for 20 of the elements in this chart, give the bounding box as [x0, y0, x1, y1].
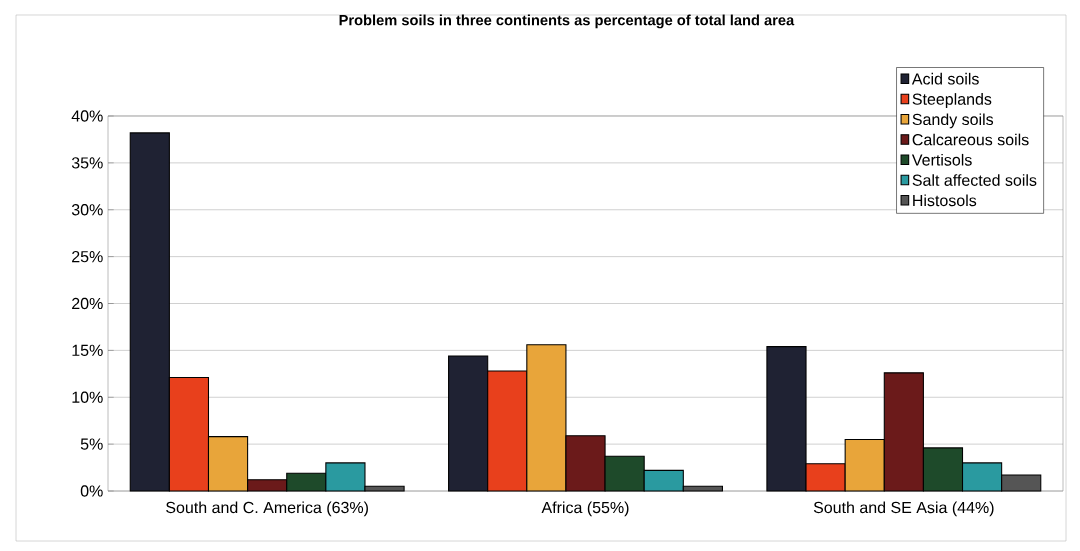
legend-label: Sandy soils	[912, 113, 994, 129]
legend-label: Acid soils	[911, 72, 979, 85]
y-tick-label: 25%	[72, 250, 103, 263]
chart-title: Problem soils in three continents as percentage of total land area	[339, 14, 795, 29]
y-tick-label: 15%	[72, 344, 103, 356]
x-tick-label: South and SE Asia (44%)	[813, 501, 994, 517]
y-tick-label: 0%	[80, 485, 103, 497]
legend-label: Histosols	[913, 194, 977, 207]
x-tick-label: Africa (55%)	[541, 501, 629, 517]
y-tick-label: 30%	[71, 204, 103, 216]
y-tick-label: 40%	[71, 110, 103, 122]
y-tick-label: 35%	[71, 157, 103, 169]
y-tick-label: 5%	[80, 438, 103, 450]
x-tick-label: South and C. America (63%)	[166, 501, 368, 517]
legend-label: Calcareous soils	[912, 133, 1029, 146]
legend-label: Salt affected soils	[912, 174, 1037, 186]
legend-label: Vertisols	[911, 153, 972, 166]
y-tick-label: 10%	[72, 391, 103, 403]
y-tick-label: 20%	[72, 297, 103, 310]
legend-label: Steeplands	[912, 93, 992, 109]
